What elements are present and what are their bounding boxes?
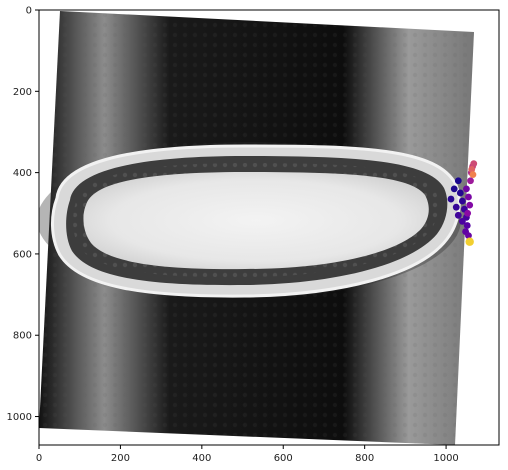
y-tick-label: 0 — [26, 6, 32, 17]
x-tick-label: 400 — [192, 453, 211, 464]
axes-frame — [38, 9, 500, 446]
scatter-point — [463, 185, 470, 193]
scatter-point — [463, 222, 471, 229]
x-tick-label: 0 — [36, 453, 42, 464]
scatter-point — [469, 171, 477, 179]
scatter-layer — [447, 160, 478, 246]
scatter-point — [466, 201, 474, 209]
x-tick-label: 1000 — [433, 453, 458, 464]
y-tick-label: 200 — [13, 87, 32, 98]
scatter-point — [452, 203, 460, 211]
y-tick-label: 600 — [13, 249, 32, 260]
y-tick-label: 800 — [13, 331, 32, 342]
scatter-point — [450, 185, 458, 193]
scatter-point — [467, 177, 474, 185]
scatter-point — [454, 211, 462, 219]
scatter-point — [458, 218, 466, 225]
scatter-point — [456, 189, 464, 197]
scatter-point — [454, 177, 462, 185]
scatter-point — [465, 232, 472, 240]
scatter-point — [464, 209, 472, 217]
y-tick-label: 1000 — [7, 412, 32, 423]
x-axis: 0 200 400 600 800 1000 — [36, 445, 459, 464]
scatter-point — [468, 165, 476, 173]
scatter-point — [465, 193, 472, 201]
scatter-point — [465, 237, 474, 246]
x-tick-label: 600 — [274, 453, 293, 464]
image-background — [39, 10, 499, 445]
scatter-point — [447, 195, 455, 203]
scatter-point — [458, 197, 466, 205]
x-tick-label: 800 — [355, 453, 374, 464]
y-tick-label: 400 — [13, 168, 32, 179]
y-axis: 0 200 400 600 800 1000 — [7, 6, 39, 423]
x-tick-label: 200 — [111, 453, 130, 464]
scatter-point — [470, 160, 478, 168]
